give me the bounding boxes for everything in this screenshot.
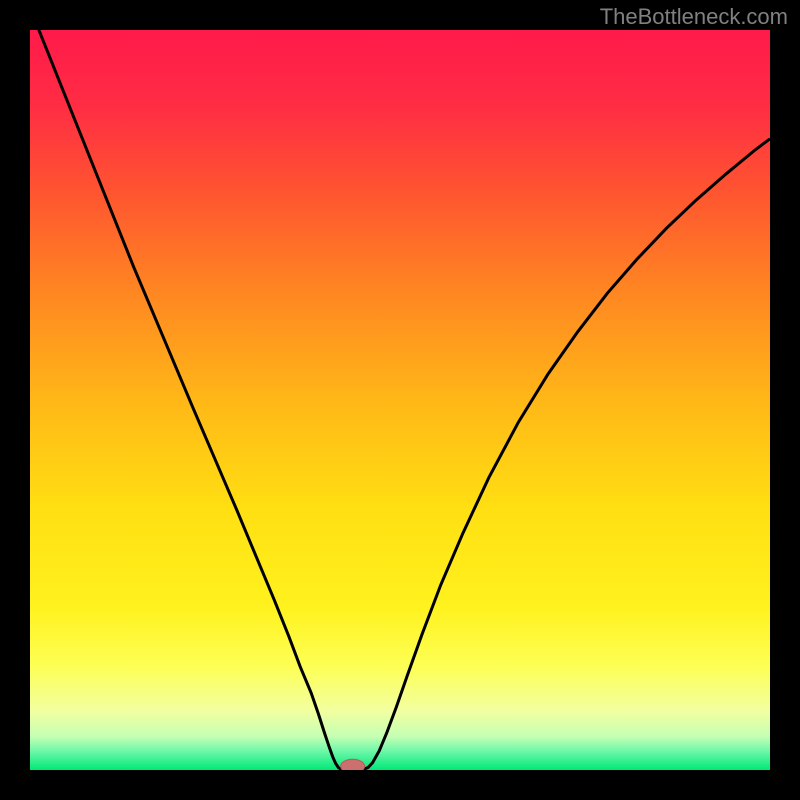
bottleneck-chart: TheBottleneck.com [0, 0, 800, 800]
chart-plot-background [30, 30, 770, 770]
watermark-text: TheBottleneck.com [600, 4, 788, 30]
chart-svg [0, 0, 800, 800]
